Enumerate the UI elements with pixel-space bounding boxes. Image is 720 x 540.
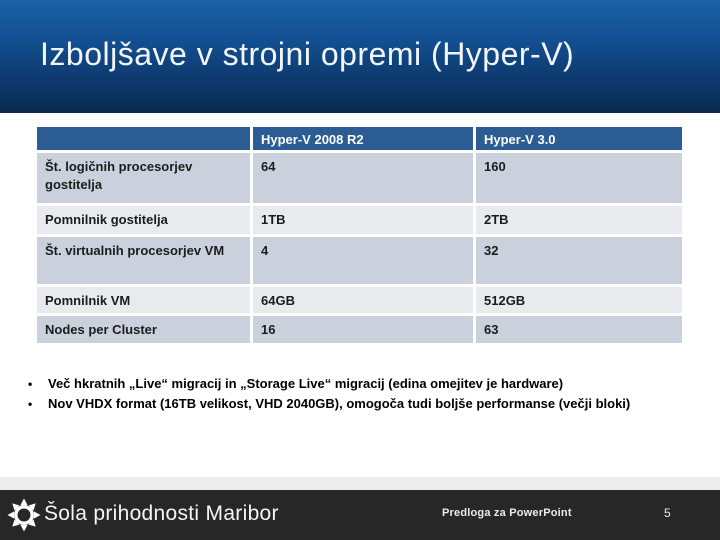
- table-header-hv30: Hyper-V 3.0: [476, 127, 682, 150]
- row-value: 16: [253, 316, 473, 343]
- table-header-empty: [37, 127, 250, 150]
- bullet-icon: •: [28, 377, 33, 391]
- row-value: 160: [476, 153, 682, 203]
- row-label: Nodes per Cluster: [37, 316, 250, 343]
- row-value: 63: [476, 316, 682, 343]
- row-value: 2TB: [476, 206, 682, 234]
- row-value: 4: [253, 237, 473, 284]
- bullet-item: • Nov VHDX format (16TB velikost, VHD 20…: [28, 394, 718, 414]
- footer-bar: Šola prihodnosti Maribor Predloga za Pow…: [0, 490, 720, 540]
- title-band: Izboljšave v strojni opremi (Hyper-V): [0, 0, 720, 113]
- slide-title: Izboljšave v strojni opremi (Hyper-V): [40, 36, 575, 72]
- bullet-item: • Več hkratnih „Live“ migracij in „Stora…: [28, 374, 718, 394]
- bullet-list: • Več hkratnih „Live“ migracij in „Stora…: [28, 374, 718, 414]
- row-label: Pomnilnik gostitelja: [37, 206, 250, 234]
- row-label: Št. logičnih procesorjev gostitelja: [37, 153, 250, 203]
- footer-template-label: Predloga za PowerPoint: [442, 507, 572, 519]
- row-value: 512GB: [476, 287, 682, 313]
- row-value: 32: [476, 237, 682, 284]
- row-value: 64: [253, 153, 473, 203]
- row-value: 1TB: [253, 206, 473, 234]
- row-label: Št. virtualnih procesorjev VM: [37, 237, 250, 284]
- slide-number: 5: [664, 506, 671, 520]
- footer-brand-text: Šola prihodnosti Maribor: [44, 502, 279, 525]
- bullet-text: Več hkratnih „Live“ migracij in „Storage…: [48, 376, 564, 391]
- bullet-icon: •: [28, 397, 33, 411]
- row-label: Pomnilnik VM: [37, 287, 250, 313]
- table-header-hv2008r2: Hyper-V 2008 R2: [253, 127, 473, 150]
- bullet-text: Nov VHDX format (16TB velikost, VHD 2040…: [48, 396, 631, 411]
- hyperv-comparison-table: Hyper-V 2008 R2 Hyper-V 3.0 Št. logičnih…: [37, 127, 682, 343]
- footer-divider-strip: [0, 477, 720, 490]
- row-value: 64GB: [253, 287, 473, 313]
- sun-logo-icon: [7, 498, 41, 532]
